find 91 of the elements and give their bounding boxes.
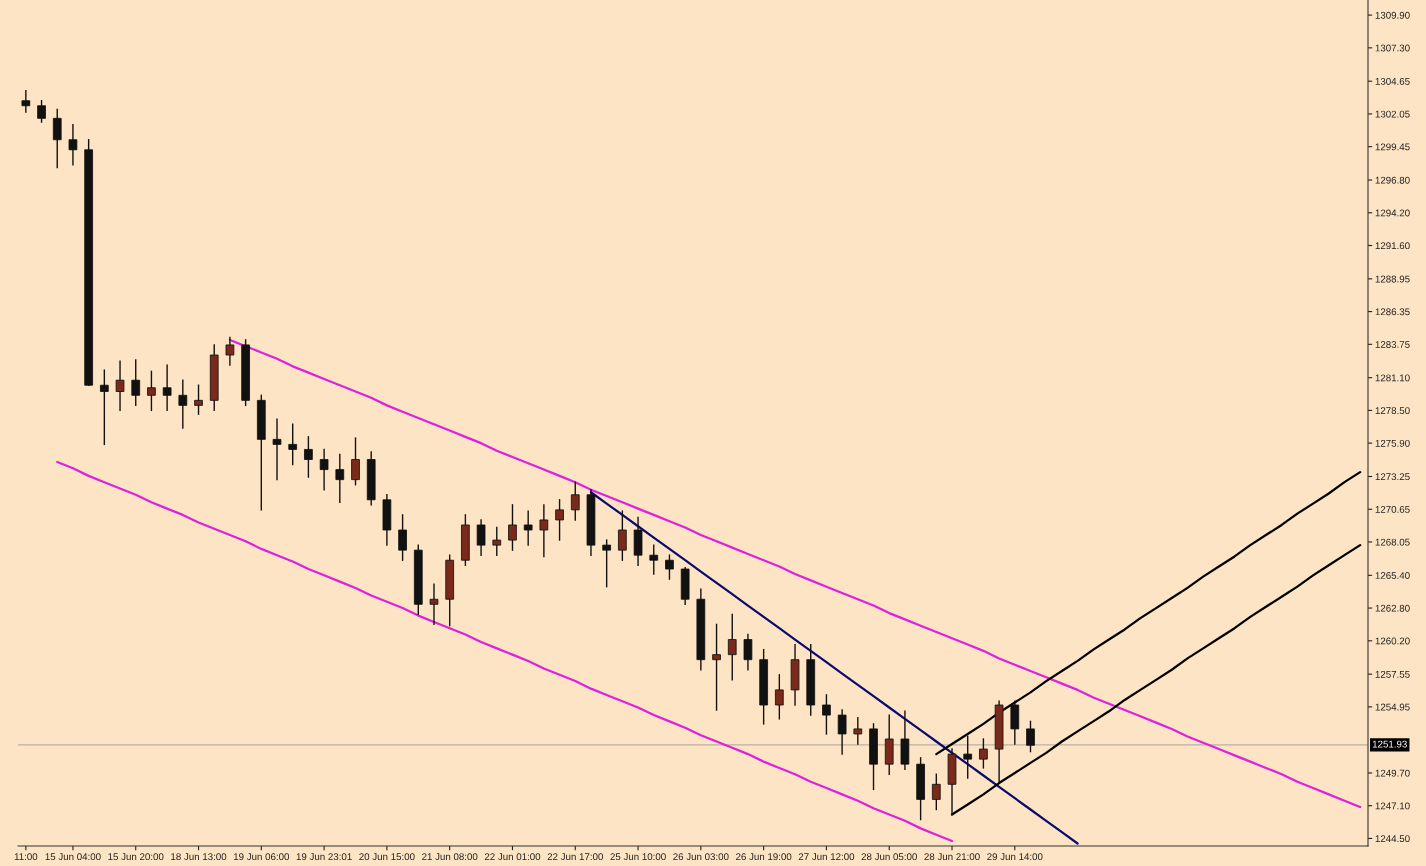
x-tick-label: 19 Jun 23:01 bbox=[296, 853, 352, 861]
candlestick bbox=[523, 510, 533, 546]
candlestick bbox=[178, 379, 188, 429]
candlestick bbox=[68, 123, 78, 166]
candlestick bbox=[1010, 700, 1020, 745]
candlestick bbox=[194, 384, 203, 415]
candlestick bbox=[288, 423, 298, 466]
candlestick bbox=[931, 773, 941, 811]
y-tick-label: 1283.75 bbox=[1375, 341, 1410, 348]
y-tick-label: 1270.65 bbox=[1375, 505, 1410, 513]
y-tick-label: 1309.90 bbox=[1375, 11, 1410, 19]
candlestick bbox=[319, 448, 329, 491]
y-tick-label: 1275.90 bbox=[1375, 439, 1410, 447]
y-tick-label: 1286.35 bbox=[1375, 308, 1410, 316]
x-tick-label: 22 Jun 01:00 bbox=[484, 853, 541, 861]
y-tick-label: 1302.05 bbox=[1375, 110, 1410, 118]
y-tick-label: 1273.25 bbox=[1375, 473, 1410, 481]
y-tick-label: 1294.20 bbox=[1375, 209, 1410, 217]
x-tick-label: 28 Jun 21:00 bbox=[924, 853, 980, 861]
candlestick bbox=[351, 437, 360, 486]
candlestick bbox=[131, 359, 141, 407]
x-tick-label: 28 Jun 05:00 bbox=[861, 853, 917, 861]
candlestick bbox=[508, 504, 517, 551]
candlestick bbox=[979, 738, 988, 769]
candlestick bbox=[649, 544, 659, 575]
x-tick-label: 29 Jun 14:00 bbox=[987, 853, 1043, 861]
candlestick bbox=[21, 89, 31, 113]
candlestick bbox=[476, 519, 486, 556]
y-tick-label: 1268.05 bbox=[1375, 538, 1410, 546]
candlestick bbox=[162, 364, 172, 412]
x-tick-label: 22 Jun 17:00 bbox=[547, 853, 603, 861]
candlestick bbox=[398, 514, 407, 561]
y-tick-label: 1254.95 bbox=[1375, 703, 1410, 711]
candlestick bbox=[539, 504, 549, 558]
x-tick-label: 15 Jun 20:00 bbox=[108, 853, 164, 861]
candlestick bbox=[602, 539, 612, 588]
x-tick-label: 15 Jun 04:00 bbox=[45, 853, 101, 861]
y-tick-label: 1278.50 bbox=[1375, 407, 1410, 415]
candlestick bbox=[555, 499, 564, 541]
candlestick bbox=[37, 100, 46, 123]
x-tick-label: 19 Jun 06:00 bbox=[233, 853, 290, 861]
candlestick bbox=[492, 526, 502, 556]
y-tick-label: 1304.65 bbox=[1375, 77, 1410, 85]
candlestick bbox=[618, 510, 627, 561]
candlestick bbox=[774, 674, 784, 720]
line-series bbox=[228, 338, 1362, 809]
x-tick-label: 26 Jun 03:00 bbox=[673, 853, 729, 861]
candlestick bbox=[727, 613, 737, 681]
candlestick bbox=[570, 481, 580, 521]
line-series bbox=[950, 544, 1362, 816]
line-series bbox=[935, 470, 1362, 756]
y-tick-label: 1244.50 bbox=[1375, 835, 1410, 843]
candlestick bbox=[429, 583, 439, 626]
candlestick bbox=[147, 370, 156, 412]
y-tick-label: 1262.80 bbox=[1375, 604, 1410, 612]
y-tick-label: 1288.95 bbox=[1375, 275, 1410, 283]
candlestick bbox=[853, 716, 863, 745]
candlestick bbox=[665, 554, 674, 580]
line-series bbox=[56, 460, 954, 843]
y-tick-label: 1260.20 bbox=[1375, 637, 1410, 645]
x-tick-label: 18 Jun 13:00 bbox=[171, 853, 227, 861]
line-series bbox=[589, 491, 1079, 845]
x-tick-label: 25 Jun 10:00 bbox=[610, 853, 666, 861]
y-tick-label: 1257.55 bbox=[1375, 670, 1410, 678]
x-tick-label: 11:00 bbox=[14, 853, 38, 861]
candlestick bbox=[99, 369, 109, 446]
y-tick-label: 1249.70 bbox=[1375, 769, 1410, 777]
y-tick-label: 1299.45 bbox=[1375, 143, 1410, 151]
candlestick bbox=[712, 623, 721, 711]
x-tick-label: 26 Jun 19:00 bbox=[736, 853, 792, 861]
candlestick bbox=[115, 360, 125, 412]
candlestick bbox=[837, 709, 847, 755]
y-tick-label: 1307.30 bbox=[1375, 44, 1410, 52]
y-tick-label: 1265.40 bbox=[1375, 572, 1410, 579]
candlestick bbox=[52, 108, 62, 169]
candlestick bbox=[963, 735, 973, 779]
y-tick-label: 1281.10 bbox=[1375, 374, 1410, 382]
y-tick-label: 1296.80 bbox=[1375, 176, 1410, 184]
candlestick bbox=[335, 453, 345, 504]
x-tick-label: 27 Jun 12:00 bbox=[798, 853, 855, 861]
candlestick bbox=[304, 436, 313, 478]
y-tick-label: 1247.10 bbox=[1375, 802, 1410, 810]
ref-line-label: 1251.93 bbox=[1372, 740, 1407, 748]
x-tick-label: 21 Jun 08:00 bbox=[422, 853, 478, 861]
candlestick bbox=[822, 694, 831, 735]
candlestick bbox=[1026, 720, 1035, 753]
candlestick bbox=[225, 336, 235, 366]
y-tick-label: 1291.60 bbox=[1375, 242, 1410, 250]
x-tick-label: 20 Jun 15:00 bbox=[359, 853, 415, 861]
candlestick bbox=[272, 418, 282, 481]
candlestick bbox=[743, 633, 753, 671]
